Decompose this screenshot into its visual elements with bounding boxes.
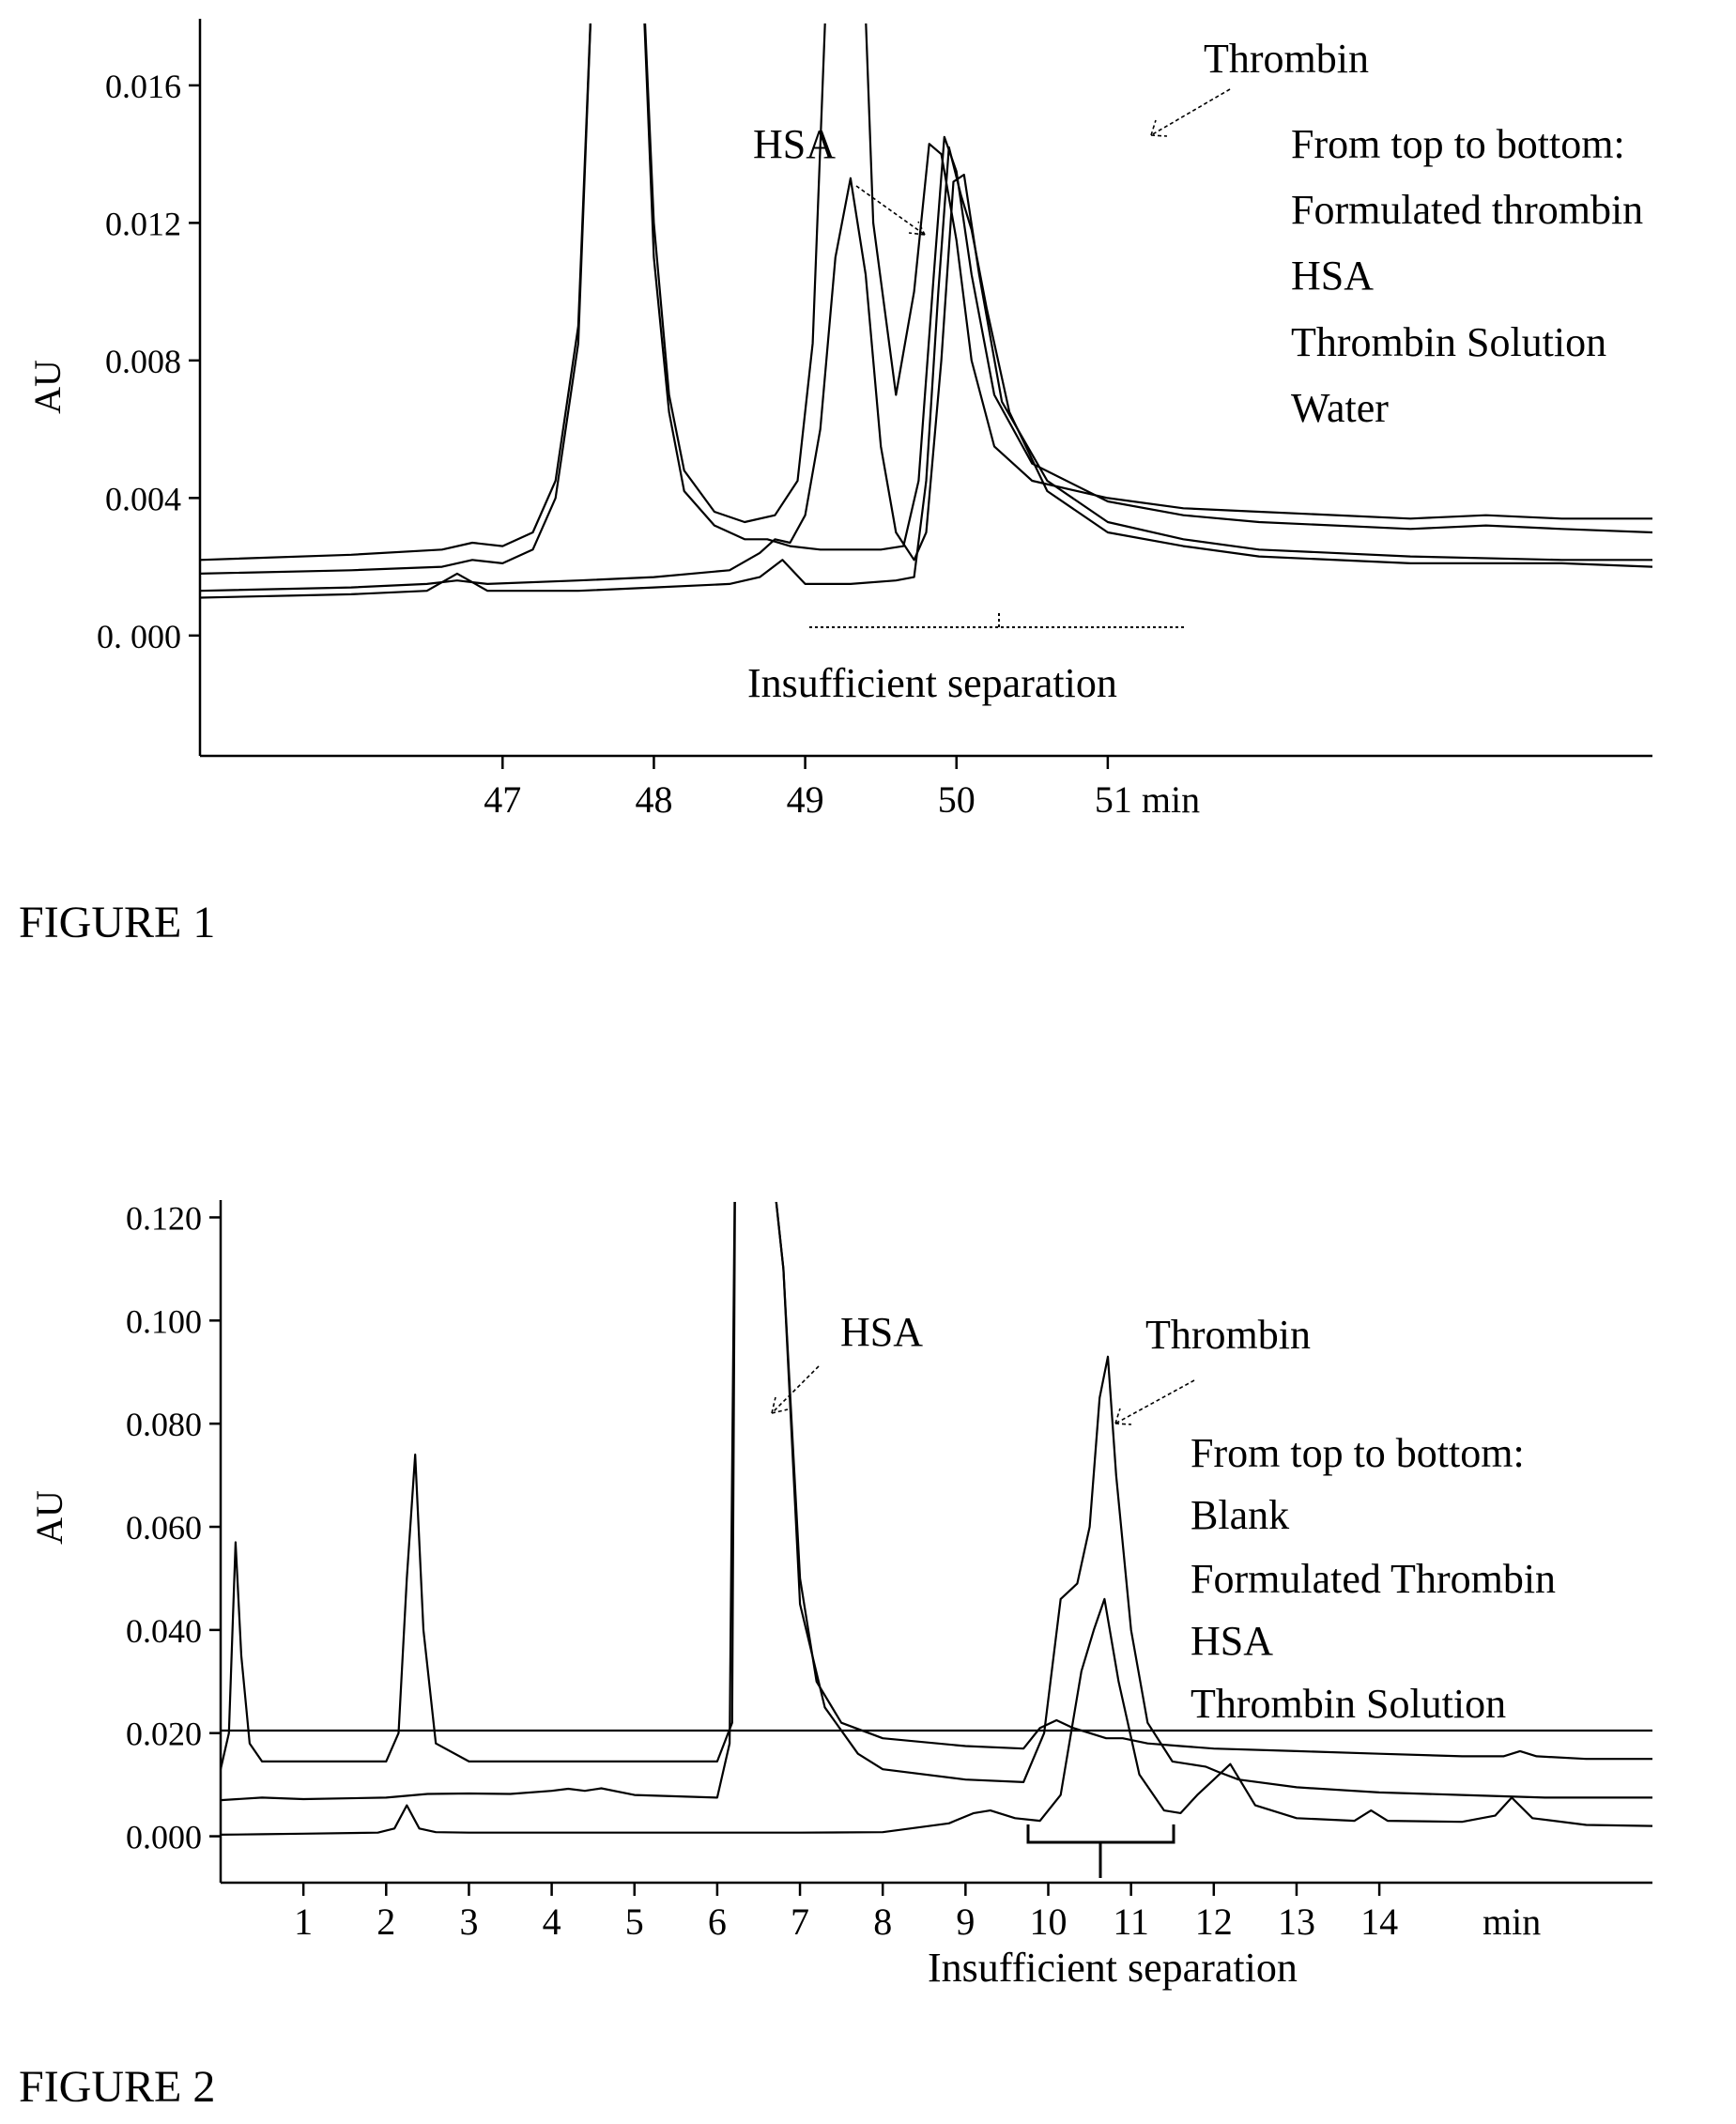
fig1-y-axis-title: AU (26, 360, 69, 414)
fig1-trace-water (200, 146, 1652, 599)
fig1-x-tick-label: 48 (635, 778, 672, 821)
fig1-legend-entry-4: Water (1291, 385, 1389, 431)
fig2-legend-entry-3: HSA (1191, 1618, 1273, 1664)
fig2-x-tick-label: 6 (708, 1901, 727, 1943)
fig2-x-tick-label: 1 (294, 1901, 313, 1943)
fig1-trace-thrombin-solution (200, 174, 1652, 593)
fig1-y-tick-label: 0.016 (105, 68, 181, 105)
fig2-y-axis-title: AU (28, 1490, 70, 1545)
fig1-x-tick-label: 49 (787, 778, 824, 821)
fig1-traces (200, 23, 1652, 599)
fig2-y-tick-label: 0.080 (126, 1406, 202, 1443)
fig2-legend-entry-4: Thrombin Solution (1191, 1681, 1506, 1727)
fig2-legend-entry-1: Blank (1191, 1492, 1289, 1538)
fig2-thrombin-arrow (1114, 1379, 1195, 1425)
fig2-x-ticks: 1 2 3 4 5 6 7 8 9 10 11 12 13 14 min (294, 1883, 1541, 1943)
fig2-x-tick-label: 2 (376, 1901, 395, 1943)
fig2-y-tick-label: 0.060 (126, 1509, 202, 1547)
fig2-hsa-arrow (771, 1365, 820, 1414)
fig2-y-tick-label: 0.100 (126, 1302, 202, 1340)
fig1-legend-title: From top to bottom: (1291, 121, 1625, 167)
fig1-trace-hsa (200, 23, 1652, 575)
fig1-thrombin-label: Thrombin (1204, 36, 1369, 82)
fig1-thrombin-arrow (1150, 88, 1231, 137)
fig2-x-tick-label: 10 (1030, 1901, 1068, 1943)
fig2-x-tick-label: 12 (1195, 1901, 1233, 1943)
fig2-x-tick-label: 3 (459, 1901, 478, 1943)
fig2-y-tick-label: 0.040 (126, 1612, 202, 1650)
fig2-x-tick-label: 7 (791, 1901, 809, 1943)
figure-1: AU 0.016 0.012 0.008 0.004 0. 000 47 48 49 50 51… (19, 19, 1652, 947)
figure-1-caption: FIGURE 1 (19, 898, 215, 947)
fig1-legend-entry-3: Thrombin Solution (1291, 319, 1606, 365)
fig2-trace-hsa (221, 1202, 1652, 1802)
fig2-x-tick-label: 4 (543, 1901, 561, 1943)
fig1-x-tick-label: 50 (938, 778, 976, 821)
fig1-x-tick-label: 51 min (1095, 778, 1200, 821)
fig2-x-tick-label: 11 (1113, 1901, 1149, 1943)
fig2-x-tick-label: 14 (1360, 1901, 1398, 1943)
fig2-x-tick-label: 5 (625, 1901, 644, 1943)
fig2-y-tick-label: 0.120 (126, 1199, 202, 1237)
fig2-y-tick-label: 0.000 (126, 1819, 202, 1856)
fig1-separation-label: Insufficient separation (747, 660, 1117, 706)
fig1-y-tick-label: 0. 000 (97, 618, 181, 655)
fig1-y-tick-label: 0.012 (105, 205, 181, 242)
fig1-x-tick-label: 47 (484, 778, 521, 821)
fig1-hsa-arrow (855, 185, 926, 236)
fig1-x-ticks: 47 48 49 50 51 min (484, 756, 1200, 821)
fig1-y-tick-label: 0.004 (105, 480, 181, 517)
fig2-x-tick-label: 13 (1278, 1901, 1315, 1943)
fig2-traces (221, 1202, 1652, 1836)
figure-2-caption: FIGURE 2 (19, 2062, 215, 2112)
figure-2: AU 0.120 0.100 0.080 0.060 0.040 0.020 0.000 1… (19, 1199, 1652, 2112)
fig2-hsa-label: HSA (840, 1309, 923, 1355)
fig2-y-ticks: 0.120 0.100 0.080 0.060 0.040 0.020 0.000 (126, 1199, 221, 1856)
fig1-separation-bracket (809, 610, 1185, 628)
fig2-x-tick-label: min (1483, 1901, 1541, 1943)
fig2-separation-label: Insufficient separation (928, 1945, 1298, 1991)
fig2-x-tick-label: 9 (956, 1901, 975, 1943)
fig2-legend-entry-2: Formulated Thrombin (1191, 1556, 1556, 1602)
fig1-legend-entry-2: HSA (1291, 253, 1374, 299)
fig2-trace-formulated-thrombin (221, 1202, 1652, 1770)
fig1-legend-entry-1: Formulated thrombin (1291, 187, 1643, 233)
fig2-separation-bracket (1026, 1824, 1175, 1878)
fig2-legend-title: From top to bottom: (1191, 1430, 1525, 1476)
fig1-y-ticks: 0.016 0.012 0.008 0.004 0. 000 (97, 68, 200, 655)
fig2-x-tick-label: 8 (873, 1901, 892, 1943)
fig1-hsa-label: HSA (753, 121, 836, 167)
fig2-y-tick-label: 0.020 (126, 1716, 202, 1753)
fig1-y-tick-label: 0.008 (105, 343, 181, 380)
fig2-thrombin-label: Thrombin (1145, 1312, 1311, 1358)
fig2-trace-thrombin-solution (221, 1597, 1652, 1836)
